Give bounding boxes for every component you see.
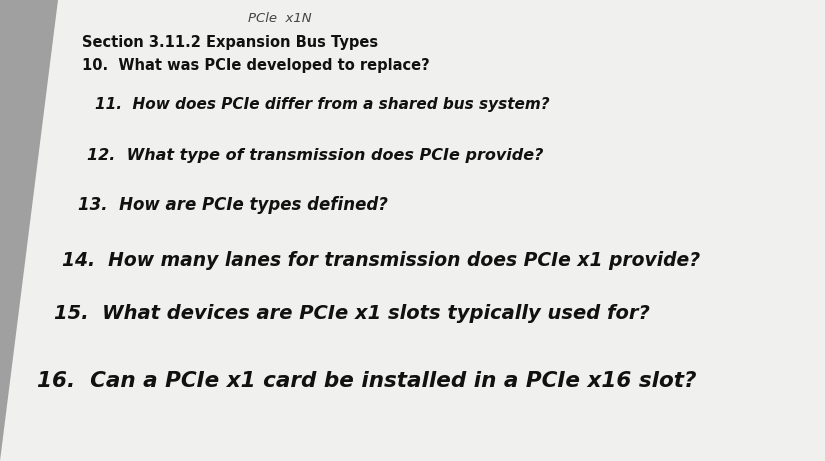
Text: 10.  What was PCIe developed to replace?: 10. What was PCIe developed to replace?: [82, 58, 431, 73]
Text: PCle  x1N: PCle x1N: [248, 12, 311, 24]
Text: 16.  Can a PCIe x1 card be installed in a PCIe x16 slot?: 16. Can a PCIe x1 card be installed in a…: [37, 371, 696, 391]
Text: 14.  How many lanes for transmission does PCIe x1 provide?: 14. How many lanes for transmission does…: [62, 251, 700, 270]
Text: Section 3.11.2 Expansion Bus Types: Section 3.11.2 Expansion Bus Types: [82, 35, 379, 50]
Text: 11.  How does PCIe differ from a shared bus system?: 11. How does PCIe differ from a shared b…: [95, 97, 549, 112]
Text: 15.  What devices are PCIe x1 slots typically used for?: 15. What devices are PCIe x1 slots typic…: [54, 304, 649, 323]
Text: 13.  How are PCIe types defined?: 13. How are PCIe types defined?: [78, 196, 389, 214]
Text: 12.  What type of transmission does PCIe provide?: 12. What type of transmission does PCIe …: [87, 148, 543, 163]
